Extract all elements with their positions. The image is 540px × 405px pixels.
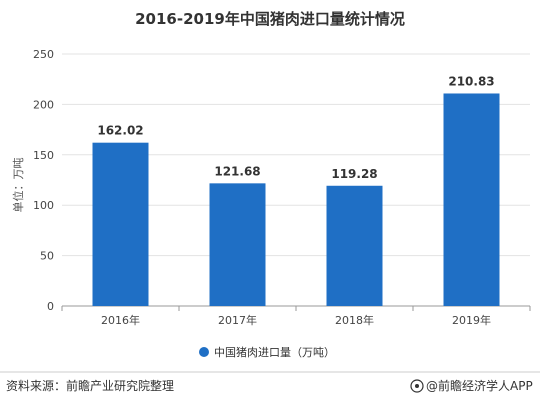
brand-credit: @前瞻经济学人APP <box>426 378 533 393</box>
y-tick-label: 50 <box>40 250 54 263</box>
axes: 0 50 100 150 200 250 2016年 2017年 2018年 2019年 <box>33 48 531 327</box>
legend: 中国猪肉进口量（万吨） <box>199 346 335 359</box>
x-tick-label: 2019年 <box>452 313 491 327</box>
chart-title: 2016-2019年中国猪肉进口量统计情况 <box>135 10 405 28</box>
data-label: 210.83 <box>448 74 494 88</box>
x-tick-label: 2016年 <box>101 313 140 327</box>
y-tick-label: 150 <box>33 149 54 162</box>
legend-label: 中国猪肉进口量（万吨） <box>214 346 335 359</box>
x-tick-label: 2017年 <box>218 313 257 327</box>
bar-2016年 <box>92 142 149 306</box>
bar-2018年 <box>326 185 383 306</box>
bars <box>92 93 500 306</box>
y-tick-label: 0 <box>47 300 54 313</box>
bar-2019年 <box>443 93 500 306</box>
legend-marker <box>199 347 209 357</box>
data-label: 119.28 <box>331 167 377 181</box>
source-note: 资料来源：前瞻产业研究院整理 <box>6 378 174 393</box>
bar-2017年 <box>209 183 266 306</box>
data-label: 162.02 <box>97 124 143 138</box>
brand-logo-icon <box>410 379 424 393</box>
data-labels: 162.02 121.68 119.28 210.83 <box>97 74 494 180</box>
y-axis-label: 单位：万吨 <box>11 158 25 213</box>
data-label: 121.68 <box>214 164 260 178</box>
y-tick-label: 200 <box>33 98 54 111</box>
x-tick-label: 2018年 <box>335 313 374 327</box>
y-tick-label: 250 <box>33 48 54 61</box>
y-tick-label: 100 <box>33 199 54 212</box>
